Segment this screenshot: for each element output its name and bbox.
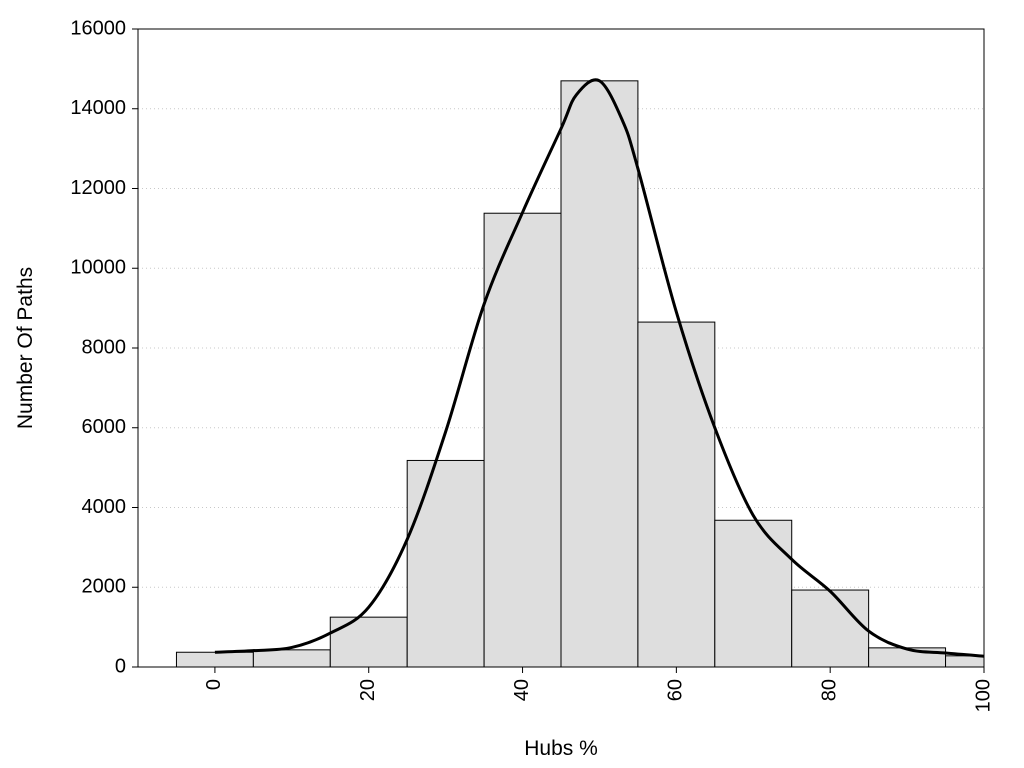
- y-tick-label: 6000: [82, 416, 127, 438]
- y-tick-label: 12000: [70, 177, 126, 199]
- histogram-bar: [483, 212, 562, 668]
- x-tick-label: 60: [665, 679, 687, 701]
- x-tick-label: 100: [972, 679, 994, 712]
- y-tick-label: 0: [115, 655, 126, 677]
- y-tick-label: 10000: [70, 257, 126, 279]
- grid-lines: [138, 108, 984, 588]
- histogram-bars: [175, 80, 985, 668]
- x-axis-ticks: 0 20 40 60 80 100: [203, 667, 994, 712]
- density-curve: [214, 78, 985, 658]
- histogram-bar: [406, 459, 485, 668]
- y-axis-title: Number Of Paths: [14, 267, 37, 429]
- x-tick-label: 40: [511, 679, 533, 701]
- histogram-bar: [329, 616, 408, 668]
- y-tick-label: 16000: [70, 17, 126, 39]
- histogram-bar: [868, 647, 947, 668]
- histogram-bar: [175, 651, 254, 668]
- y-tick-label: 14000: [70, 97, 126, 119]
- histogram-bar: [560, 80, 639, 668]
- x-tick-label: 0: [203, 679, 225, 690]
- y-tick-label: 2000: [82, 576, 127, 598]
- histogram-bar: [637, 321, 716, 668]
- y-tick-label: 4000: [82, 496, 127, 518]
- histogram-bar: [791, 589, 870, 668]
- x-tick-label: 20: [357, 679, 379, 701]
- y-tick-label: 8000: [82, 336, 127, 358]
- y-axis-ticks: 0 2000 4000 6000 8000 10000 12000 14000 16000: [70, 17, 138, 677]
- histogram-bar: [252, 649, 331, 668]
- density-curve-layer: [214, 78, 985, 658]
- x-axis-title: Hubs %: [524, 737, 598, 760]
- x-tick-label: 80: [818, 679, 840, 701]
- histogram-bar: [945, 655, 985, 668]
- histogram-bar: [714, 519, 793, 668]
